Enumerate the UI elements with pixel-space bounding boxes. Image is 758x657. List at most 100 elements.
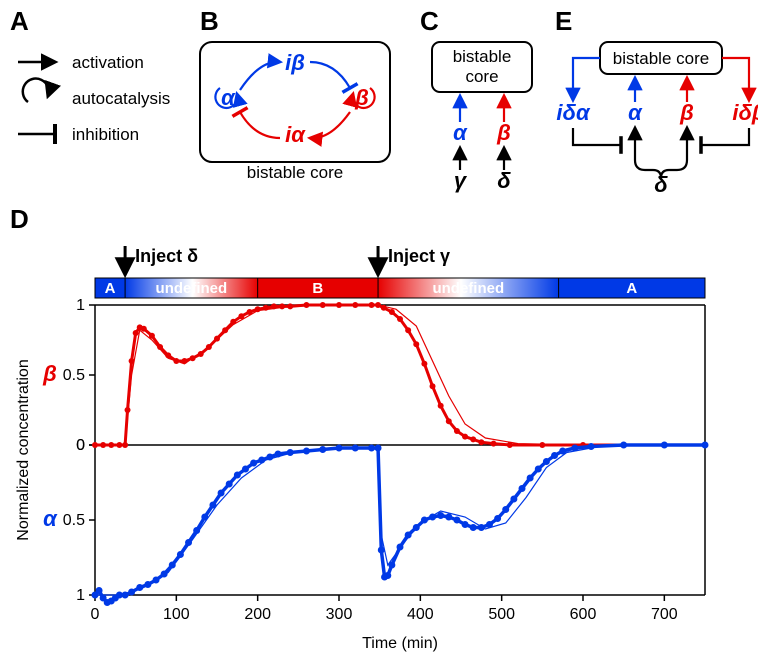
data-marker xyxy=(275,451,282,458)
panel-c-box-label-1: bistable xyxy=(453,47,512,66)
data-marker xyxy=(494,515,501,522)
activation-label: activation xyxy=(72,53,144,72)
data-marker xyxy=(198,351,204,357)
data-marker xyxy=(352,302,358,308)
xtick-label: 300 xyxy=(326,606,353,623)
ylabel: Normalized concentration xyxy=(15,359,32,540)
data-marker xyxy=(702,442,709,449)
data-marker xyxy=(303,302,309,308)
data-marker xyxy=(242,466,249,473)
data-marker xyxy=(369,302,375,308)
data-marker xyxy=(478,524,485,531)
data-marker xyxy=(453,517,460,524)
ytick-label: 0 xyxy=(76,437,85,454)
data-marker xyxy=(375,302,381,308)
c-beta: β xyxy=(496,120,511,145)
state-label: undefined xyxy=(156,280,228,297)
panel-c-box-label-2: core xyxy=(465,67,498,86)
e-beta: β xyxy=(679,100,694,125)
inject-label: Inject γ xyxy=(388,246,450,266)
xtick-label: 100 xyxy=(163,606,190,623)
data-marker xyxy=(519,485,526,492)
ytick-label: 1 xyxy=(76,587,85,604)
data-marker xyxy=(381,305,387,311)
state-label: B xyxy=(312,280,323,297)
data-marker xyxy=(226,481,233,488)
data-marker xyxy=(173,358,179,364)
panel-d: D Normalized concentration Time (min) Au… xyxy=(10,204,709,652)
data-marker xyxy=(125,407,131,413)
data-marker xyxy=(559,448,566,455)
data-marker xyxy=(161,571,168,578)
e-alpha: α xyxy=(628,100,643,125)
data-marker xyxy=(421,361,427,367)
data-marker xyxy=(378,547,385,554)
e-idalpha-inh-icon xyxy=(573,128,621,145)
data-marker xyxy=(551,452,558,459)
data-marker xyxy=(352,445,359,452)
data-marker xyxy=(287,449,294,456)
panel-a: A activation autocatalysis inhibition xyxy=(10,6,170,144)
e-brace-left-icon xyxy=(635,128,661,178)
data-marker xyxy=(209,502,216,509)
data-marker xyxy=(543,458,550,465)
state-label: undefined xyxy=(432,280,504,297)
data-marker xyxy=(181,358,187,364)
data-marker xyxy=(214,336,220,342)
data-marker xyxy=(397,316,403,322)
data-marker xyxy=(201,514,208,521)
data-marker xyxy=(413,524,420,531)
data-marker xyxy=(230,319,236,325)
beta-to-ialpha-icon xyxy=(310,112,350,138)
c-delta: δ xyxy=(497,168,511,193)
data-marker xyxy=(397,544,404,551)
data-marker xyxy=(336,445,343,452)
data-marker xyxy=(271,303,277,309)
e-box-to-idalpha-icon xyxy=(573,58,600,100)
data-marker xyxy=(263,305,269,311)
data-marker xyxy=(133,330,139,336)
data-marker xyxy=(190,355,196,361)
e-idalpha: iδα xyxy=(556,100,591,125)
data-marker xyxy=(389,309,395,315)
xtick-label: 200 xyxy=(244,606,271,623)
inject-annotations: Inject δ Inject γ xyxy=(125,246,450,274)
bistable-core-label: bistable core xyxy=(247,163,343,182)
data-marker xyxy=(462,434,468,440)
data-marker xyxy=(320,302,326,308)
data-marker xyxy=(193,527,200,534)
data-marker xyxy=(185,539,192,546)
state-label: A xyxy=(105,280,116,297)
state-label: A xyxy=(626,280,637,297)
alpha-series: α xyxy=(43,442,708,607)
panel-d-title: D xyxy=(10,204,29,234)
data-marker xyxy=(116,442,122,448)
data-marker xyxy=(157,344,163,350)
data-marker xyxy=(238,313,244,319)
data-marker xyxy=(535,466,542,473)
data-marker xyxy=(136,584,143,591)
data-marker xyxy=(287,303,293,309)
data-marker xyxy=(491,441,497,447)
series-label: α xyxy=(43,506,58,531)
data-marker xyxy=(502,506,509,513)
data-marker xyxy=(478,439,484,445)
data-marker xyxy=(279,303,285,309)
xtick-label: 600 xyxy=(570,606,597,623)
data-marker xyxy=(470,524,477,531)
inject-label: Inject δ xyxy=(135,246,198,266)
e-idbeta-inh-icon xyxy=(701,128,749,145)
data-marker xyxy=(661,442,668,449)
data-line xyxy=(95,305,705,445)
data-marker xyxy=(437,512,444,519)
ibeta-inhibits-beta-icon xyxy=(310,62,350,88)
data-marker xyxy=(405,327,411,333)
data-marker xyxy=(92,442,98,448)
data-marker xyxy=(247,309,253,315)
beta-series: β xyxy=(42,302,708,448)
data-marker xyxy=(129,358,135,364)
data-marker xyxy=(336,302,342,308)
data-marker xyxy=(319,446,326,453)
data-marker xyxy=(96,587,103,594)
c-alpha: α xyxy=(453,120,468,145)
